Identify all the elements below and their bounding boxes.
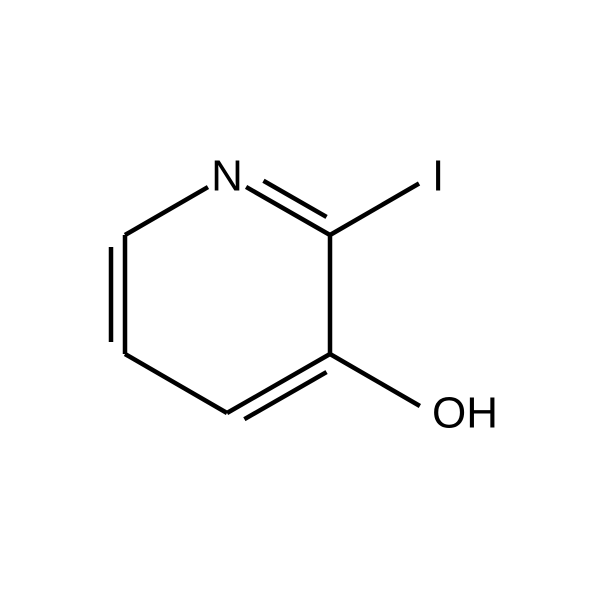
bond-line [330,354,420,406]
bond-line [125,187,208,235]
atom-label-oh: OH [432,389,498,438]
atom-label-i: I [432,152,444,201]
bond-line [330,184,419,235]
bond-line [125,354,227,413]
atom-label-n: N [211,152,243,201]
bond-line [263,181,326,217]
bond-line [227,354,330,413]
molecule-diagram: N I OH [0,0,600,600]
